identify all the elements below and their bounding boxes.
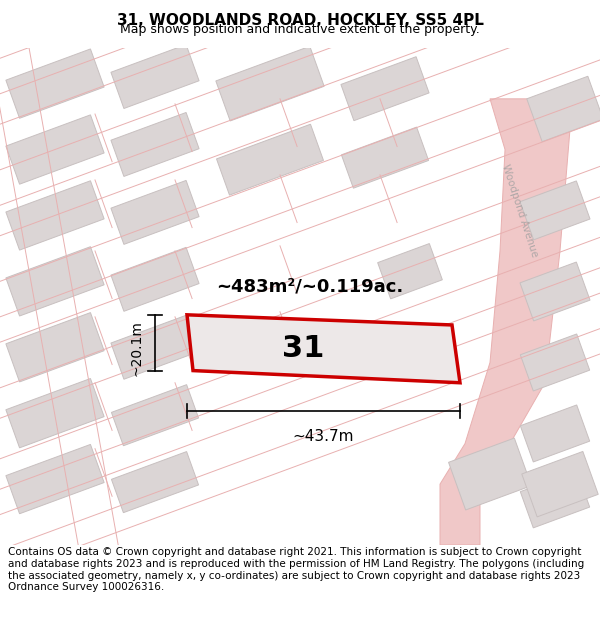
Polygon shape <box>111 112 199 176</box>
Polygon shape <box>377 244 442 299</box>
Polygon shape <box>520 405 590 462</box>
Polygon shape <box>520 262 590 321</box>
Polygon shape <box>520 334 590 391</box>
Polygon shape <box>111 315 199 379</box>
Polygon shape <box>6 312 104 382</box>
Polygon shape <box>111 248 199 311</box>
Polygon shape <box>6 181 104 250</box>
Polygon shape <box>522 451 598 517</box>
Text: Woodpond Avenue: Woodpond Avenue <box>500 162 540 258</box>
Polygon shape <box>520 471 590 528</box>
Polygon shape <box>449 438 532 510</box>
Polygon shape <box>341 57 429 121</box>
Polygon shape <box>111 181 199 244</box>
Text: ~483m²/~0.119ac.: ~483m²/~0.119ac. <box>217 278 404 296</box>
Polygon shape <box>341 127 428 188</box>
Polygon shape <box>216 46 324 121</box>
Polygon shape <box>6 49 104 118</box>
Polygon shape <box>6 444 104 514</box>
Text: ~43.7m: ~43.7m <box>293 429 354 444</box>
Text: Map shows position and indicative extent of the property.: Map shows position and indicative extent… <box>120 23 480 36</box>
Polygon shape <box>217 124 323 195</box>
Text: 31, WOODLANDS ROAD, HOCKLEY, SS5 4PL: 31, WOODLANDS ROAD, HOCKLEY, SS5 4PL <box>116 14 484 29</box>
Polygon shape <box>111 44 199 109</box>
Text: 31: 31 <box>282 334 324 362</box>
Polygon shape <box>440 99 570 545</box>
Text: Contains OS data © Crown copyright and database right 2021. This information is : Contains OS data © Crown copyright and d… <box>8 548 584 592</box>
Polygon shape <box>112 452 199 512</box>
Polygon shape <box>6 247 104 316</box>
Polygon shape <box>112 384 199 446</box>
Polygon shape <box>6 379 104 448</box>
Polygon shape <box>6 115 104 184</box>
Polygon shape <box>187 315 460 382</box>
Polygon shape <box>520 181 590 240</box>
Polygon shape <box>527 76 600 142</box>
Text: ~20.1m: ~20.1m <box>129 320 143 376</box>
